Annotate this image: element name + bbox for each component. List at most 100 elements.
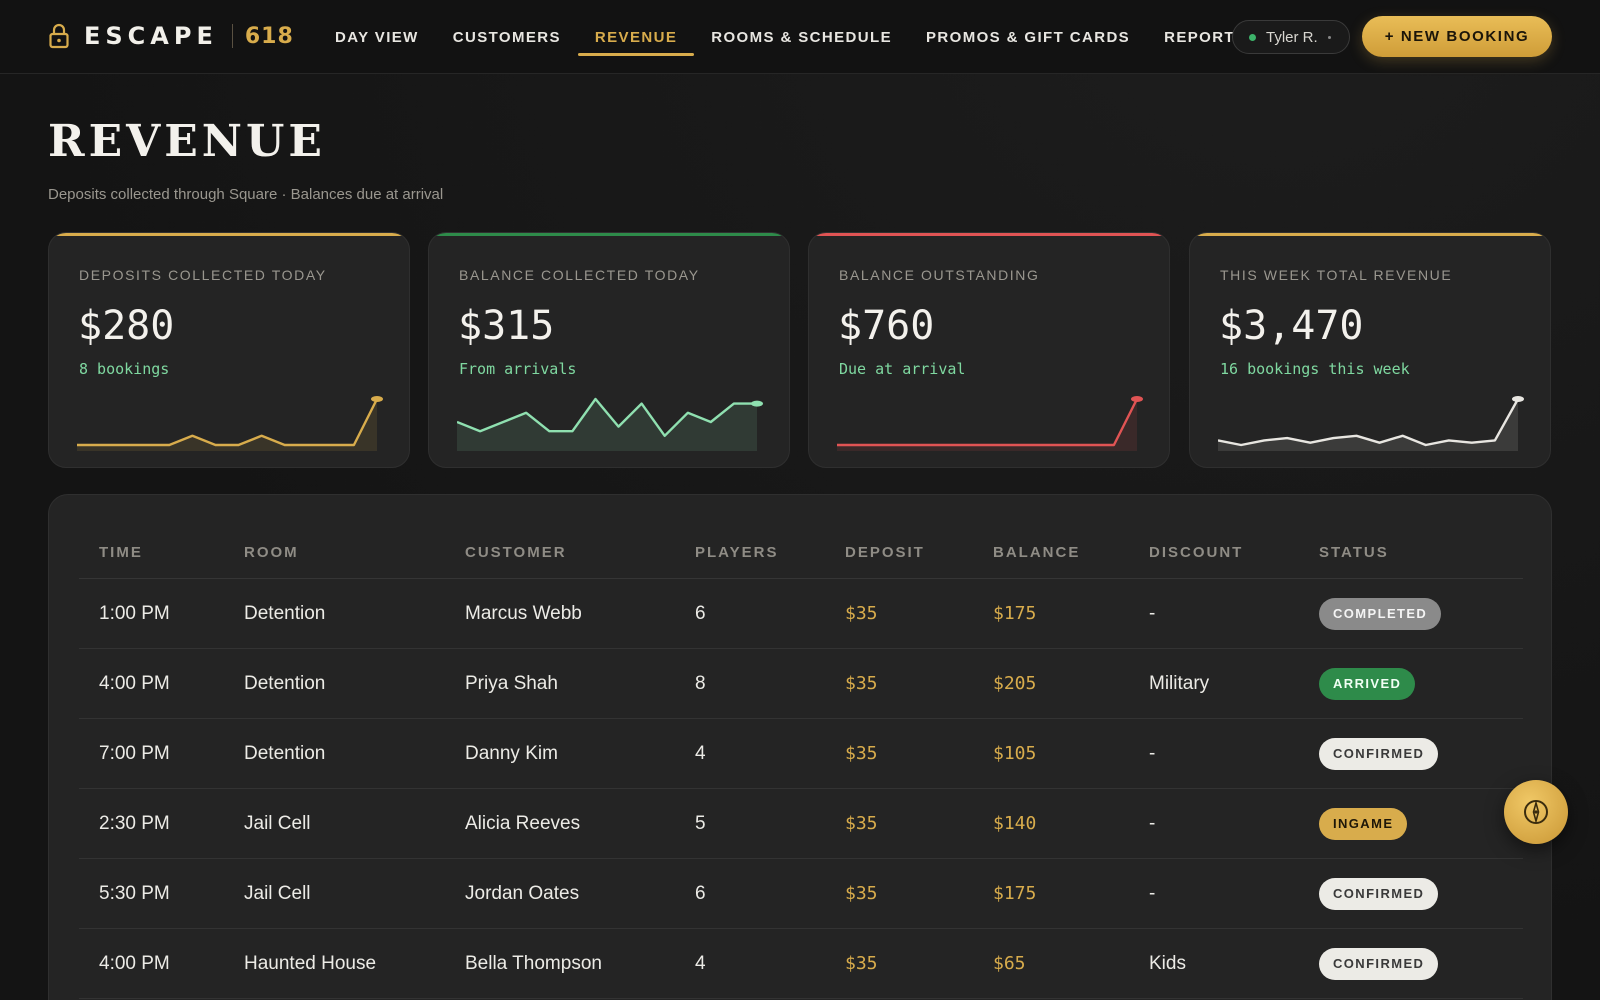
cell-room: Jail Cell [244,812,311,834]
cell-room: Detention [244,602,326,624]
sparkline-endpoint [1512,396,1524,402]
cell-balance: $65 [993,953,1026,974]
stat-card-balance-collected: BALANCE COLLECTED TODAY $315 From arriva… [428,232,790,468]
card-label: DEPOSITS COLLECTED TODAY [79,267,327,283]
user-name: Tyler R. [1266,28,1318,46]
cell-players: 6 [695,602,706,624]
cell-players: 6 [695,882,706,904]
card-subtext: 16 bookings this week [1220,360,1410,378]
card-accent-bar [1190,233,1550,236]
table-header-row: TIME ROOM CUSTOMER PLAYERS DEPOSIT BALAN… [79,527,1523,579]
cell-deposit: $35 [845,603,878,624]
nav-promos-gift-cards[interactable]: PROMOS & GIFT CARDS [925,28,1131,46]
card-label: BALANCE COLLECTED TODAY [459,267,700,283]
cell-deposit: $35 [845,743,878,764]
column-header-discount[interactable]: DISCOUNT [1149,544,1244,561]
cell-discount: - [1149,742,1156,764]
column-header-room[interactable]: ROOM [244,544,299,561]
page-subtitle: Deposits collected through Square · Bala… [48,186,444,203]
nav-customers[interactable]: CUSTOMERS [452,28,561,46]
sparkline-area [457,399,757,451]
cell-discount: - [1149,812,1156,834]
cell-time: 4:00 PM [99,952,170,974]
cell-deposit: $35 [845,953,878,974]
table-row[interactable]: 7:00 PM Detention Danny Kim 4 $35 $105 -… [79,719,1523,789]
cell-players: 4 [695,952,706,974]
card-label: BALANCE OUTSTANDING [839,267,1040,283]
column-header-deposit[interactable]: DEPOSIT [845,544,925,561]
column-header-players[interactable]: PLAYERS [695,544,779,561]
top-navigation-bar: ESCAPE 618 DAY VIEW CUSTOMERS REVENUE RO… [0,0,1600,74]
card-accent-bar [49,233,409,236]
table-row[interactable]: 2:30 PM Jail Cell Alicia Reeves 5 $35 $1… [79,789,1523,859]
page-title: REVENUE [48,116,326,167]
column-header-balance[interactable]: BALANCE [993,544,1081,561]
status-badge[interactable]: CONFIRMED [1319,737,1439,770]
compass-fab-button[interactable] [1504,780,1568,844]
table-row[interactable]: 4:00 PM Detention Priya Shah 8 $35 $205 … [79,649,1523,719]
compass-icon [1524,800,1548,824]
sparkline-area [837,399,1137,451]
cell-customer[interactable]: Alicia Reeves [465,812,581,834]
cell-players: 8 [695,672,706,694]
brand-divider [231,24,233,48]
status-badge[interactable]: ARRIVED [1319,667,1416,700]
cell-time: 7:00 PM [99,742,170,764]
table-row[interactable]: 4:00 PM Haunted House Bella Thompson 4 $… [79,929,1523,999]
cell-discount: Kids [1149,952,1186,974]
sparkline-line [837,398,1139,447]
cell-customer[interactable]: Jordan Oates [465,882,580,904]
cell-deposit: $35 [845,883,878,904]
column-header-status[interactable]: STATUS [1319,544,1389,561]
brand-logo[interactable]: ESCAPE 618 [48,20,294,52]
cell-room: Detention [244,672,326,694]
new-booking-button[interactable]: + NEW BOOKING [1362,16,1552,57]
status-badge[interactable]: CONFIRMED [1319,947,1439,980]
column-header-time[interactable]: TIME [99,544,143,561]
cell-time: 5:30 PM [99,882,170,904]
cell-discount: Military [1149,672,1210,694]
cell-time: 2:30 PM [99,812,170,834]
cell-balance: $105 [993,743,1037,764]
cell-customer[interactable]: Danny Kim [465,742,558,764]
table-row[interactable]: 5:30 PM Jail Cell Jordan Oates 6 $35 $17… [79,859,1523,929]
sparkline-chart [1218,396,1524,451]
column-header-customer[interactable]: CUSTOMER [465,544,567,561]
nav-revenue[interactable]: REVENUE [577,0,695,74]
card-value: $315 [458,303,555,349]
brand-name: ESCAPE [84,22,218,50]
cell-deposit: $35 [845,813,878,834]
lock-icon [49,23,69,49]
cell-room: Haunted House [244,952,377,974]
cell-room: Detention [244,742,326,764]
online-status-dot [1249,33,1256,41]
sparkline-endpoint [751,400,763,407]
status-badge[interactable]: CONFIRMED [1319,877,1439,910]
brand-number: 618 [244,23,294,49]
sparkline-area [77,399,377,451]
cell-balance: $175 [993,883,1037,904]
status-badge[interactable]: INGAME [1319,807,1408,840]
sparkline-chart [457,397,763,451]
nav-rooms-schedule[interactable]: ROOMS & SCHEDULE [711,28,892,46]
card-accent-bar [429,233,789,236]
table-row[interactable]: 1:00 PM Detention Marcus Webb 6 $35 $175… [79,579,1523,649]
card-value: $280 [78,303,175,349]
cell-customer[interactable]: Priya Shah [465,672,558,694]
user-menu[interactable]: Tyler R. [1232,20,1350,54]
cell-balance: $175 [993,603,1037,624]
stat-card-week-revenue: THIS WEEK TOTAL REVENUE $3,470 16 bookin… [1189,232,1551,468]
card-subtext: Due at arrival [839,360,966,378]
card-accent-bar [809,233,1169,236]
cell-discount: - [1149,882,1156,904]
cell-time: 4:00 PM [99,672,170,694]
cell-balance: $205 [993,673,1037,694]
cell-customer[interactable]: Bella Thompson [465,952,602,974]
sparkline-line [77,398,379,447]
nav-day-view[interactable]: DAY VIEW [335,28,419,46]
status-badge[interactable]: COMPLETED [1319,597,1442,630]
cell-customer[interactable]: Marcus Webb [465,602,582,624]
cell-balance: $140 [993,813,1037,834]
bookings-table: TIME ROOM CUSTOMER PLAYERS DEPOSIT BALAN… [48,494,1552,1000]
sparkline-endpoint [1131,396,1143,402]
